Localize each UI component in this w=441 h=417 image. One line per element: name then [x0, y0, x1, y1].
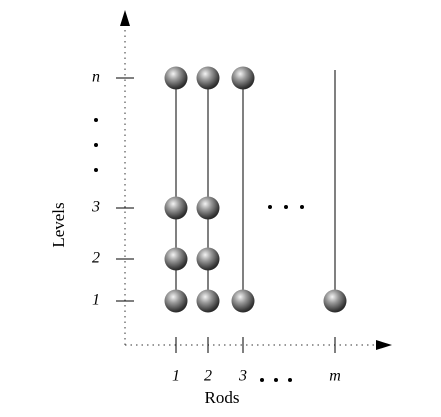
- ball: [196, 247, 220, 271]
- x-arrow: [376, 340, 392, 350]
- content: 1 2 3 n 1 2 3 m: [91, 66, 347, 385]
- ball: [164, 196, 188, 220]
- y-arrow: [120, 10, 130, 26]
- ball: [196, 66, 220, 90]
- ball: [164, 289, 188, 313]
- ball: [231, 289, 255, 313]
- level-label: 3: [91, 199, 100, 216]
- middle-ellipsis: [268, 205, 304, 209]
- vertical-ellipsis: [94, 118, 98, 172]
- level-label: 1: [92, 292, 100, 309]
- rod-label: m: [329, 368, 341, 385]
- rod-label-ellipsis: [260, 378, 292, 382]
- y-axis-label: Levels: [49, 202, 68, 247]
- ball: [196, 196, 220, 220]
- ball: [164, 247, 188, 271]
- rod-label: 2: [204, 368, 212, 385]
- level-label: n: [92, 69, 100, 86]
- rod-label: 1: [172, 368, 180, 385]
- ball: [164, 66, 188, 90]
- ball: [323, 289, 347, 313]
- ball: [231, 66, 255, 90]
- level-label: 2: [92, 250, 100, 267]
- ball: [196, 289, 220, 313]
- rod-label: 3: [238, 368, 247, 385]
- x-axis-label: Rods: [205, 388, 240, 407]
